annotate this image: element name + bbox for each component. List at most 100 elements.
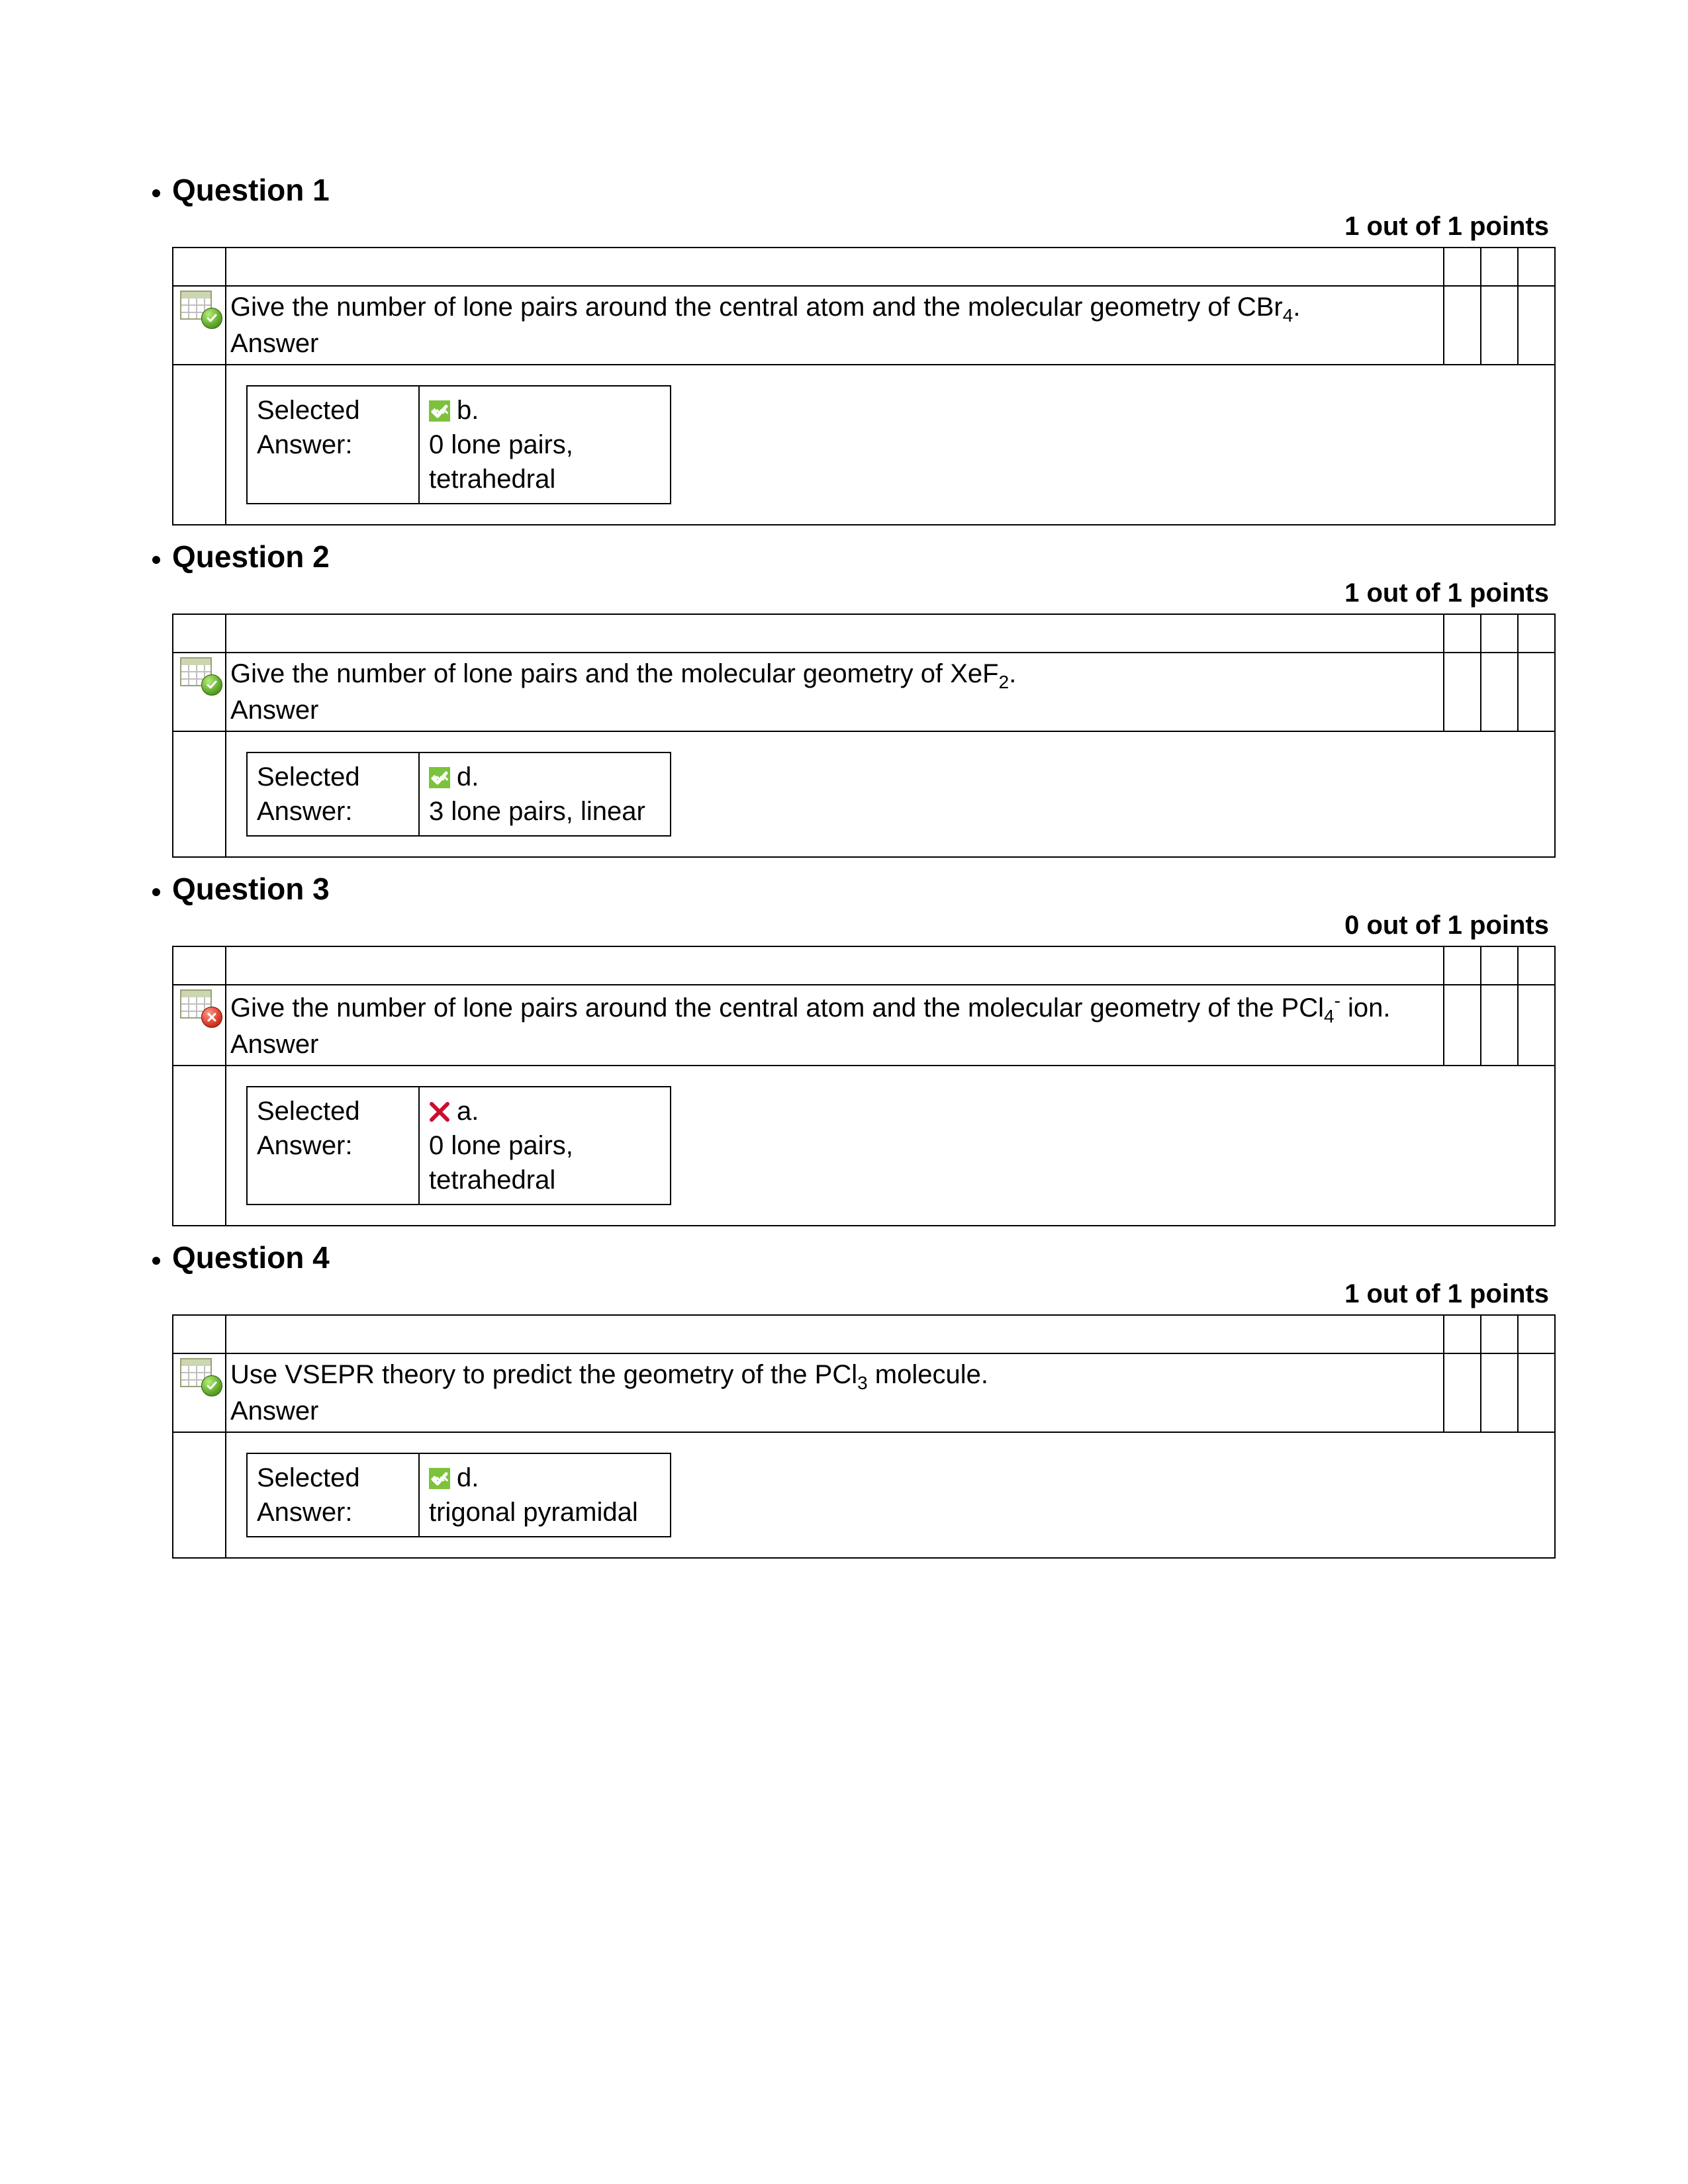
answer-text: trigonal pyramidal — [429, 1498, 638, 1527]
question-table: Give the number of lone pairs around the… — [172, 946, 1556, 1226]
answer-cell: Selected Answer: b. 0 lone pairs, tetrah… — [226, 365, 1555, 525]
selected-answer-label: Selected Answer: — [247, 752, 419, 836]
question-title: Question 1 — [172, 172, 1556, 208]
prompt-cell: Give the number of lone pairs around the… — [226, 286, 1444, 365]
blank-cell — [226, 614, 1444, 653]
answer-text: 0 lone pairs, tetrahedral — [429, 1131, 573, 1195]
question-prompt: Give the number of lone pairs and the mo… — [230, 659, 1016, 688]
blank-cell — [173, 946, 226, 985]
blank-cell — [1481, 946, 1518, 985]
blank-cell — [1481, 1315, 1518, 1353]
question-points: 0 out of 1 points — [172, 911, 1549, 940]
blank-cell — [1518, 248, 1555, 286]
selected-answer-value: a. 0 lone pairs, tetrahedral — [419, 1087, 671, 1205]
blank-cell — [1518, 653, 1555, 731]
table-row — [173, 248, 1555, 286]
table-row: Selected Answer: d. trigonal pyramidal — [247, 1453, 671, 1537]
answer-letter: d. — [457, 1463, 479, 1492]
question-table: Give the number of lone pairs and the mo… — [172, 614, 1556, 858]
table-row: Use VSEPR theory to predict the geometry… — [173, 1353, 1555, 1432]
answer-cell: Selected Answer: d. 3 lone pairs, linear — [226, 731, 1555, 857]
table-row: Give the number of lone pairs and the mo… — [173, 653, 1555, 731]
grade-incorrect-icon — [180, 989, 218, 1024]
table-row — [173, 1315, 1555, 1353]
question-list: Question 1 1 out of 1 points — [132, 172, 1556, 1559]
answer-label: Answer — [230, 1396, 318, 1426]
blank-cell — [1444, 1315, 1481, 1353]
table-row — [173, 614, 1555, 653]
question-prompt: Give the number of lone pairs around the… — [230, 293, 1300, 322]
blank-cell — [226, 1315, 1444, 1353]
question-item: Question 2 1 out of 1 points — [172, 539, 1556, 858]
answer-cell: Selected Answer: a. 0 lone pairs, tetrah… — [226, 1066, 1555, 1226]
question-points: 1 out of 1 points — [172, 212, 1549, 242]
blank-cell — [1444, 946, 1481, 985]
answer-text: 0 lone pairs, tetrahedral — [429, 430, 573, 494]
blank-cell — [173, 1315, 226, 1353]
selected-answer-value: d. 3 lone pairs, linear — [419, 752, 671, 836]
answer-cell: Selected Answer: d. trigonal pyramidal — [226, 1432, 1555, 1558]
status-cell — [173, 1353, 226, 1432]
grade-correct-icon — [180, 1358, 218, 1392]
blank-cell — [1444, 286, 1481, 365]
prompt-cell: Give the number of lone pairs and the mo… — [226, 653, 1444, 731]
blank-cell — [173, 1066, 226, 1226]
table-row: Selected Answer: b. 0 lone pairs, tetrah… — [247, 386, 671, 504]
status-cell — [173, 286, 226, 365]
cross-icon — [429, 1101, 450, 1122]
check-icon — [429, 400, 450, 422]
blank-cell — [173, 731, 226, 857]
answer-letter: d. — [457, 762, 479, 792]
question-prompt: Give the number of lone pairs around the… — [230, 993, 1391, 1023]
answer-label: Answer — [230, 1030, 318, 1059]
grade-correct-icon — [180, 291, 218, 325]
prompt-cell: Use VSEPR theory to predict the geometry… — [226, 1353, 1444, 1432]
blank-cell — [1444, 614, 1481, 653]
check-icon — [429, 767, 450, 788]
blank-cell — [1518, 614, 1555, 653]
table-row: Selected Answer: a. 0 lone pairs, tetrah… — [173, 1066, 1555, 1226]
answer-label: Answer — [230, 329, 318, 358]
blank-cell — [1481, 985, 1518, 1066]
prompt-cell: Give the number of lone pairs around the… — [226, 985, 1444, 1066]
question-item: Question 4 1 out of 1 points — [172, 1240, 1556, 1559]
question-item: Question 1 1 out of 1 points — [172, 172, 1556, 525]
question-points: 1 out of 1 points — [172, 1279, 1549, 1309]
blank-cell — [1481, 1353, 1518, 1432]
blank-cell — [173, 1432, 226, 1558]
check-icon — [429, 1468, 450, 1489]
question-title: Question 3 — [172, 871, 1556, 907]
question-table: Use VSEPR theory to predict the geometry… — [172, 1314, 1556, 1559]
page: Question 1 1 out of 1 points — [0, 0, 1688, 1559]
blank-cell — [1444, 985, 1481, 1066]
blank-cell — [226, 946, 1444, 985]
blank-cell — [1444, 248, 1481, 286]
table-row: Selected Answer: d. 3 lone pairs, linear — [247, 752, 671, 836]
table-row: Selected Answer: b. 0 lone pairs, tetrah… — [173, 365, 1555, 525]
question-prompt: Use VSEPR theory to predict the geometry… — [230, 1360, 988, 1389]
selected-answer-label: Selected Answer: — [247, 1087, 419, 1205]
blank-cell — [1518, 1353, 1555, 1432]
answer-label: Answer — [230, 696, 318, 725]
selected-answer-value: b. 0 lone pairs, tetrahedral — [419, 386, 671, 504]
question-title: Question 2 — [172, 539, 1556, 574]
question-title: Question 4 — [172, 1240, 1556, 1275]
blank-cell — [173, 248, 226, 286]
blank-cell — [226, 248, 1444, 286]
selected-answer-table: Selected Answer: d. trigonal pyramidal — [246, 1453, 671, 1537]
status-cell — [173, 985, 226, 1066]
table-row: Give the number of lone pairs around the… — [173, 985, 1555, 1066]
answer-letter: b. — [457, 396, 479, 425]
table-row: Give the number of lone pairs around the… — [173, 286, 1555, 365]
blank-cell — [1444, 653, 1481, 731]
blank-cell — [1481, 653, 1518, 731]
blank-cell — [173, 365, 226, 525]
selected-answer-table: Selected Answer: b. 0 lone pairs, tetrah… — [246, 385, 671, 504]
blank-cell — [1518, 1315, 1555, 1353]
blank-cell — [1481, 286, 1518, 365]
answer-text: 3 lone pairs, linear — [429, 797, 645, 826]
table-row: Selected Answer: d. 3 lone pairs, linear — [173, 731, 1555, 857]
blank-cell — [1518, 946, 1555, 985]
blank-cell — [1518, 985, 1555, 1066]
grade-correct-icon — [180, 657, 218, 692]
